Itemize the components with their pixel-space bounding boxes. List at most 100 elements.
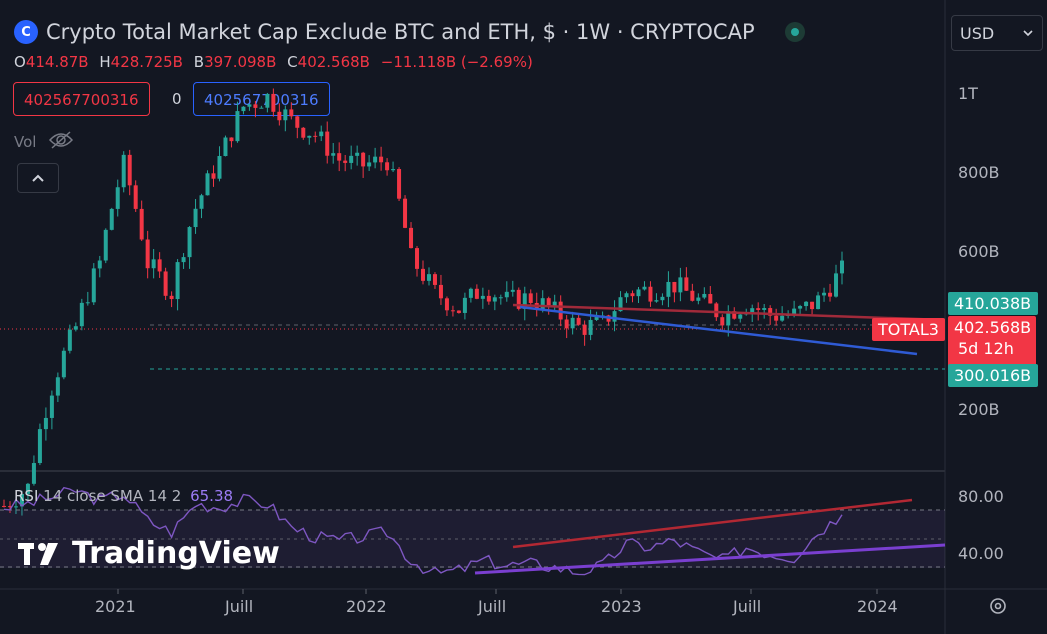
- candle-body: [187, 227, 192, 258]
- candle-body: [151, 259, 156, 269]
- candle-body: [546, 298, 551, 307]
- eye-hidden-icon[interactable]: [48, 130, 74, 154]
- candle-body: [7, 506, 12, 508]
- rsi-lower-trendline[interactable]: [474, 543, 946, 575]
- candle-body: [636, 289, 641, 297]
- candle-body: [415, 248, 420, 269]
- candle-body: [462, 297, 467, 313]
- candle-body: [115, 187, 120, 209]
- candle-body: [25, 483, 30, 494]
- candle-body: [2, 505, 6, 507]
- symbol-title[interactable]: Crypto Total Market Cap Exclude BTC and …: [46, 20, 755, 44]
- candle-body: [840, 260, 844, 274]
- candle-body: [223, 137, 228, 157]
- time-tick-0: 2021: [95, 597, 136, 616]
- candle-body: [690, 290, 695, 301]
- candle-body: [235, 111, 240, 142]
- ohlc-open-key: O: [14, 53, 26, 71]
- candle-body: [181, 257, 186, 263]
- candle-body: [588, 319, 593, 335]
- candle-body: [438, 284, 443, 299]
- candle-body: [426, 274, 431, 281]
- candle-body: [379, 156, 384, 163]
- currency-select[interactable]: USD: [951, 15, 1043, 51]
- candle-body: [762, 308, 767, 310]
- candle-body: [528, 293, 533, 303]
- candle-body: [666, 281, 671, 297]
- candle-body: [145, 239, 150, 269]
- time-tick-4: 2023: [601, 597, 642, 616]
- candle-body: [313, 135, 318, 137]
- candle-body: [492, 297, 497, 302]
- market-status-icon[interactable]: [784, 22, 805, 42]
- candle-body: [397, 169, 402, 199]
- candle-body: [798, 306, 803, 309]
- candle-body: [498, 297, 503, 299]
- last-price-tag: 402.568B 5d 12h: [948, 316, 1036, 368]
- bar-countdown: 5d 12h: [958, 339, 1014, 358]
- candle-body: [193, 208, 198, 228]
- tradingview-logo-icon: [18, 542, 58, 565]
- candle-body: [552, 301, 557, 307]
- candle-body: [564, 319, 569, 329]
- candle-body: [756, 308, 761, 310]
- candle-body: [199, 195, 204, 209]
- watermark-text: TradingView: [72, 536, 280, 571]
- resistance-trendline[interactable]: [512, 303, 946, 322]
- candle-body: [828, 292, 833, 297]
- candle-body: [121, 154, 126, 188]
- descending-trendline[interactable]: [519, 305, 918, 356]
- candle-body: [175, 262, 180, 300]
- candle-body: [474, 288, 479, 299]
- candle-body: [79, 302, 84, 327]
- candle-body: [480, 295, 485, 299]
- candle-body: [31, 463, 36, 484]
- candle-body: [642, 286, 647, 290]
- candle-body: [804, 301, 809, 307]
- rsi-tick-40: 40.00: [958, 544, 1004, 563]
- ohlc-low-value: 397.098B: [204, 53, 277, 71]
- candle-body: [385, 162, 390, 171]
- candle-body: [486, 295, 491, 302]
- upper-level-tag: 410.038B: [948, 292, 1038, 315]
- candle-body: [570, 317, 575, 329]
- collapse-legend-button[interactable]: [17, 163, 59, 193]
- candle-body: [702, 293, 707, 298]
- chevron-up-icon: [32, 174, 44, 182]
- candle-body: [355, 152, 360, 156]
- candle-body: [325, 131, 330, 156]
- candle-body: [660, 296, 665, 301]
- candle-body: [516, 289, 521, 309]
- candle-body: [720, 317, 725, 326]
- candle-body: [319, 131, 324, 137]
- rsi-tick-80: 80.00: [958, 487, 1004, 506]
- candle-body: [624, 293, 629, 298]
- spread-value: 0: [172, 90, 182, 108]
- settings-gear-icon[interactable]: [988, 596, 1008, 616]
- candle-body: [295, 116, 300, 128]
- candle-body: [780, 315, 785, 321]
- candle-body: [373, 156, 378, 163]
- candle-body: [271, 93, 276, 112]
- candle-body: [217, 156, 222, 179]
- candle-body: [421, 268, 425, 281]
- price-tick-200b: 200B: [958, 400, 1000, 419]
- candle-body: [289, 109, 294, 117]
- candle-body: [283, 109, 288, 121]
- rsi-upper-trendline[interactable]: [512, 498, 913, 549]
- rsi-params: 14 close SMA 14 2: [43, 487, 182, 505]
- candle-body: [247, 104, 252, 107]
- candle-body: [654, 300, 659, 302]
- candle-body: [504, 291, 509, 298]
- chevron-down-icon: [1023, 30, 1033, 37]
- candle-body: [49, 395, 54, 418]
- buy-price-button[interactable]: 402567700316: [193, 82, 330, 116]
- candle-body: [343, 160, 348, 163]
- sell-price-button[interactable]: 402567700316: [13, 82, 150, 116]
- candle-body: [678, 277, 683, 293]
- symbol-tag: TOTAL3: [872, 318, 945, 341]
- candle-body: [169, 295, 174, 300]
- candle-body: [810, 301, 815, 310]
- price-candles: [2, 88, 844, 516]
